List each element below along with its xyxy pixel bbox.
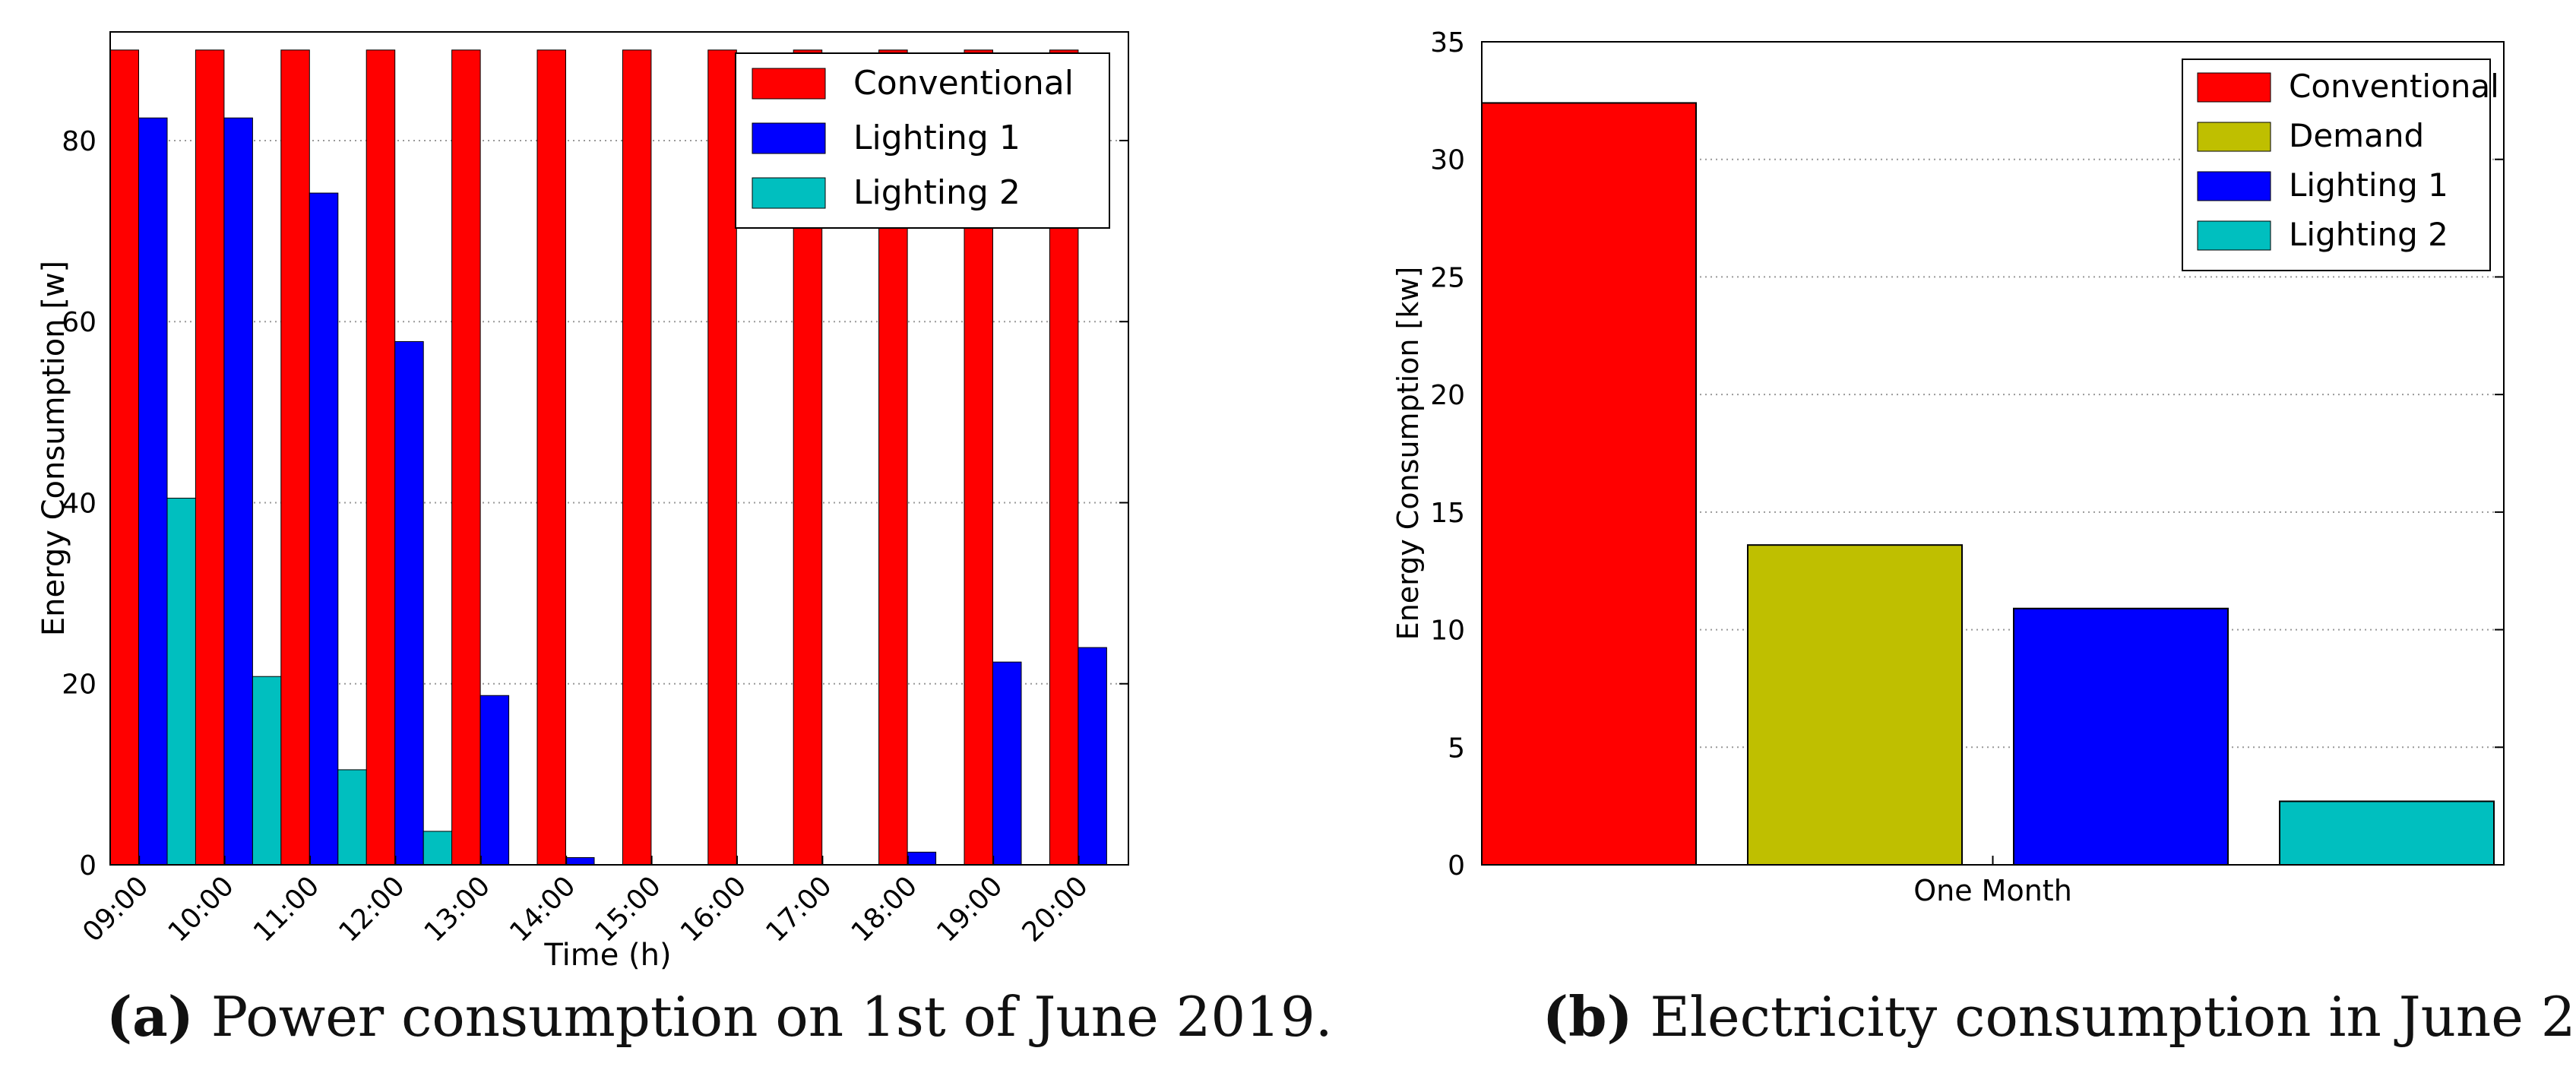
bar-lighting-2 (166, 498, 196, 866)
caption-b-label: (b) (1543, 984, 1633, 1049)
y-tick-label: 60 (62, 307, 97, 338)
x-tick-label: 13:00 (419, 870, 496, 948)
legend-swatch (752, 68, 826, 100)
legend-swatch (2197, 171, 2271, 201)
x-tick-label: 15:00 (590, 870, 667, 948)
legend-swatch (752, 177, 826, 209)
x-tick-label: 14:00 (504, 870, 581, 948)
x-axis-label: One Month (1913, 874, 2072, 907)
bar-lighting-1 (394, 340, 424, 866)
legend-label: Lighting 2 (2289, 216, 2448, 253)
bar-conventional (707, 49, 737, 866)
y-tick-label: 35 (1430, 27, 1465, 59)
x-tick-label: 17:00 (760, 870, 837, 948)
bar-lighting-2 (422, 831, 453, 866)
x-tick-label: 18:00 (846, 870, 923, 948)
bar-conventional (622, 49, 652, 866)
bar-lighting-1 (2013, 607, 2229, 866)
y-tick-label: 40 (62, 488, 97, 519)
y-tick-label: 80 (62, 126, 97, 157)
legend-swatch (2197, 122, 2271, 152)
bar-conventional (451, 49, 481, 866)
caption-a: (a) Power consumption on 1st of June 201… (106, 984, 1333, 1049)
bar-demand (1747, 544, 1963, 866)
legend-label: Lighting 2 (853, 173, 1021, 212)
bar-conventional (195, 49, 225, 866)
x-tick-label: 09:00 (77, 870, 154, 948)
x-tick-label: 12:00 (333, 870, 410, 948)
bar-lighting-1 (138, 117, 168, 866)
y-tick-label: 10 (1430, 616, 1465, 647)
y-tick-label: 5 (1448, 733, 1465, 764)
y-axis-label: Energy Consumption [kw] (1391, 267, 1425, 641)
bar-lighting-1 (223, 117, 253, 866)
bar-lighting-1 (479, 695, 510, 866)
y-tick-label: 25 (1430, 262, 1465, 293)
legend-swatch (2197, 72, 2271, 103)
legend-label: Lighting 1 (853, 119, 1021, 157)
plot-frame (1481, 41, 2505, 866)
bar-conventional (536, 49, 566, 866)
bar-lighting-1 (907, 851, 937, 866)
bar-lighting-1 (309, 192, 339, 866)
bar-lighting-2 (337, 769, 367, 866)
x-tick-label: 16:00 (675, 870, 752, 948)
y-tick-label: 20 (62, 670, 97, 701)
plot-frame (109, 31, 1129, 866)
bar-conventional (1481, 102, 1697, 866)
bar-conventional (280, 49, 310, 866)
bar-lighting-2 (252, 676, 282, 866)
y-tick-label: 0 (79, 850, 97, 882)
x-tick-label: 20:00 (1017, 870, 1094, 948)
legend-swatch (2197, 220, 2271, 251)
x-tick-label: 19:00 (931, 870, 1008, 948)
legend-label: Conventional (2289, 68, 2499, 105)
x-tick-label: 10:00 (163, 870, 240, 948)
caption-a-text: Power consumption on 1st of June 2019. (210, 985, 1333, 1049)
legend-label: Conventional (853, 64, 1074, 103)
y-tick-label: 15 (1430, 498, 1465, 529)
y-tick-label: 30 (1430, 145, 1465, 176)
legend-label: Demand (2289, 117, 2424, 154)
bar-conventional (109, 49, 139, 866)
y-tick-label: 0 (1448, 850, 1465, 882)
bar-lighting-1 (1078, 647, 1107, 866)
legend-swatch (752, 122, 826, 154)
legend-label: Lighting 1 (2289, 166, 2448, 204)
bar-conventional (366, 49, 396, 866)
chart-b-electricity-consumption: 0 5 10 15 20 25 30 35 One Month Energy Consumptio… (1391, 27, 2505, 907)
bar-lighting-2 (2279, 800, 2495, 866)
caption-b-text: Electricity consumption in June 2019. (1650, 985, 2576, 1049)
bar-lighting-1 (992, 661, 1022, 866)
y-axis-label: Energy Consumption [w] (36, 261, 71, 636)
caption-a-label: (a) (106, 984, 194, 1049)
x-tick-label: 11:00 (248, 870, 325, 948)
caption-b: (b) Electricity consumption in June 2019… (1543, 984, 2576, 1049)
bar-lighting-1 (565, 856, 595, 866)
x-axis-label: Time (h) (543, 938, 671, 973)
y-tick-label: 20 (1430, 380, 1465, 411)
